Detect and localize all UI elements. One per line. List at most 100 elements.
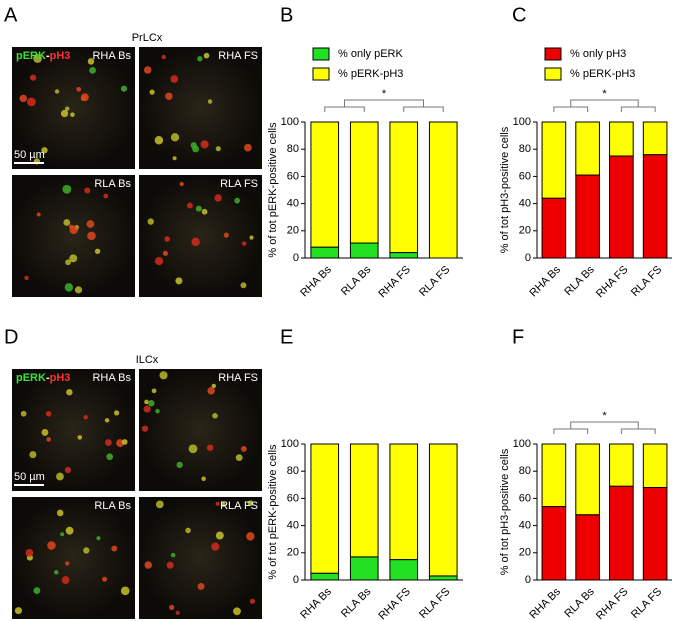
bar-segment xyxy=(541,121,567,199)
bar-segment xyxy=(575,443,600,516)
cell xyxy=(65,561,70,566)
x-tick-label: RLA Bs xyxy=(339,585,374,620)
cell xyxy=(215,531,224,540)
bar-segment xyxy=(642,487,668,581)
bar-segment xyxy=(642,121,668,156)
significance-star: * xyxy=(602,88,607,100)
x-tick-label: RHA Bs xyxy=(298,263,334,299)
cell xyxy=(113,410,120,416)
cell xyxy=(162,250,168,256)
micrograph xyxy=(139,47,262,169)
cell xyxy=(215,146,221,152)
cell xyxy=(159,371,168,380)
cell xyxy=(61,576,70,585)
cell xyxy=(87,58,95,65)
cell xyxy=(144,561,153,569)
y-tick-label: 40 xyxy=(287,520,299,532)
y-tick-label: 60 xyxy=(287,170,299,182)
legend-label: % pERK-pH3 xyxy=(338,68,403,80)
bar-segment xyxy=(389,252,419,259)
cell xyxy=(220,502,226,507)
cell xyxy=(201,208,208,215)
y-tick-label: 0 xyxy=(525,574,531,586)
cell xyxy=(143,405,151,413)
cell xyxy=(185,527,191,534)
cell xyxy=(175,277,183,285)
y-tick-label: 40 xyxy=(519,520,531,532)
cell xyxy=(64,466,72,474)
x-tick-label: RHA Bs xyxy=(298,585,334,621)
x-tick-label: RLA FS xyxy=(629,586,664,621)
y-tick-label: 80 xyxy=(287,465,299,477)
image-label: RLA FS xyxy=(220,500,258,512)
cell xyxy=(148,400,155,407)
legend-swatch xyxy=(312,67,330,81)
stain-part: - xyxy=(46,372,50,384)
cell xyxy=(56,472,64,481)
cell xyxy=(161,54,166,60)
image-label: RHA FS xyxy=(218,372,258,384)
bar-segment xyxy=(310,246,340,259)
bar-segment xyxy=(389,121,419,254)
cell xyxy=(103,193,109,199)
y-axis-label: % of tot pERK-positive cells xyxy=(267,444,279,580)
cell xyxy=(65,526,74,535)
panel-letter: B xyxy=(280,4,293,26)
cell xyxy=(200,140,209,149)
cell xyxy=(69,254,78,263)
y-tick-label: 100 xyxy=(513,438,531,450)
y-tick-label: 40 xyxy=(287,198,299,210)
cell xyxy=(188,444,198,454)
cell xyxy=(29,451,37,459)
cell xyxy=(46,437,52,442)
cell xyxy=(214,194,222,202)
x-tick-label: RHA FS xyxy=(376,264,413,301)
y-tick-label: 20 xyxy=(519,547,531,559)
cell xyxy=(155,408,160,414)
cell xyxy=(154,136,164,145)
cell xyxy=(89,66,96,74)
cell xyxy=(47,541,56,550)
cell xyxy=(60,109,69,118)
x-tick-label: RHA FS xyxy=(376,586,413,621)
cell xyxy=(120,85,128,92)
cell xyxy=(84,187,91,194)
y-tick-label: 40 xyxy=(519,198,531,210)
cell xyxy=(64,283,74,292)
x-tick-label: RLA Bs xyxy=(562,585,597,620)
cell xyxy=(151,388,157,394)
y-tick-label: 80 xyxy=(287,143,299,155)
cell xyxy=(197,56,203,62)
y-tick-label: 0 xyxy=(293,574,299,586)
cell xyxy=(20,410,27,417)
x-tick-label: RHA Bs xyxy=(527,263,563,299)
bar-segment xyxy=(609,155,634,259)
y-tick-label: 80 xyxy=(519,465,531,477)
image-label: RLA FS xyxy=(220,178,258,190)
x-tick-label: RLA Bs xyxy=(562,263,597,298)
micrograph xyxy=(12,369,135,491)
cell xyxy=(203,52,210,59)
bar-segment xyxy=(428,443,458,577)
y-tick-label: 100 xyxy=(513,116,531,128)
cell xyxy=(247,500,254,506)
cell xyxy=(36,212,41,217)
cell xyxy=(235,454,243,462)
cell xyxy=(215,501,220,506)
cell xyxy=(211,542,220,551)
y-tick-label: 20 xyxy=(519,225,531,237)
cell xyxy=(105,439,112,446)
cell xyxy=(69,225,78,235)
cell xyxy=(24,275,29,281)
bar-segment xyxy=(428,575,458,581)
scale-label: 50 µm xyxy=(14,149,45,161)
stain-part: - xyxy=(46,50,50,62)
stain-label: pERK-pH3 xyxy=(16,50,70,62)
cell xyxy=(70,112,75,117)
cell xyxy=(81,93,89,102)
cell xyxy=(207,387,215,395)
cell xyxy=(102,576,108,582)
bar-segment xyxy=(642,443,668,489)
x-tick-label: RLA FS xyxy=(629,264,664,299)
bar-segment xyxy=(310,443,340,574)
